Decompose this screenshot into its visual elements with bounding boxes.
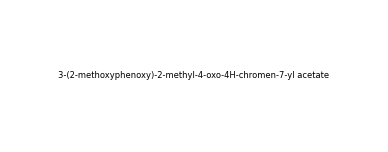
- Text: 3-(2-methoxyphenoxy)-2-methyl-4-oxo-4H-chromen-7-yl acetate: 3-(2-methoxyphenoxy)-2-methyl-4-oxo-4H-c…: [59, 71, 329, 81]
